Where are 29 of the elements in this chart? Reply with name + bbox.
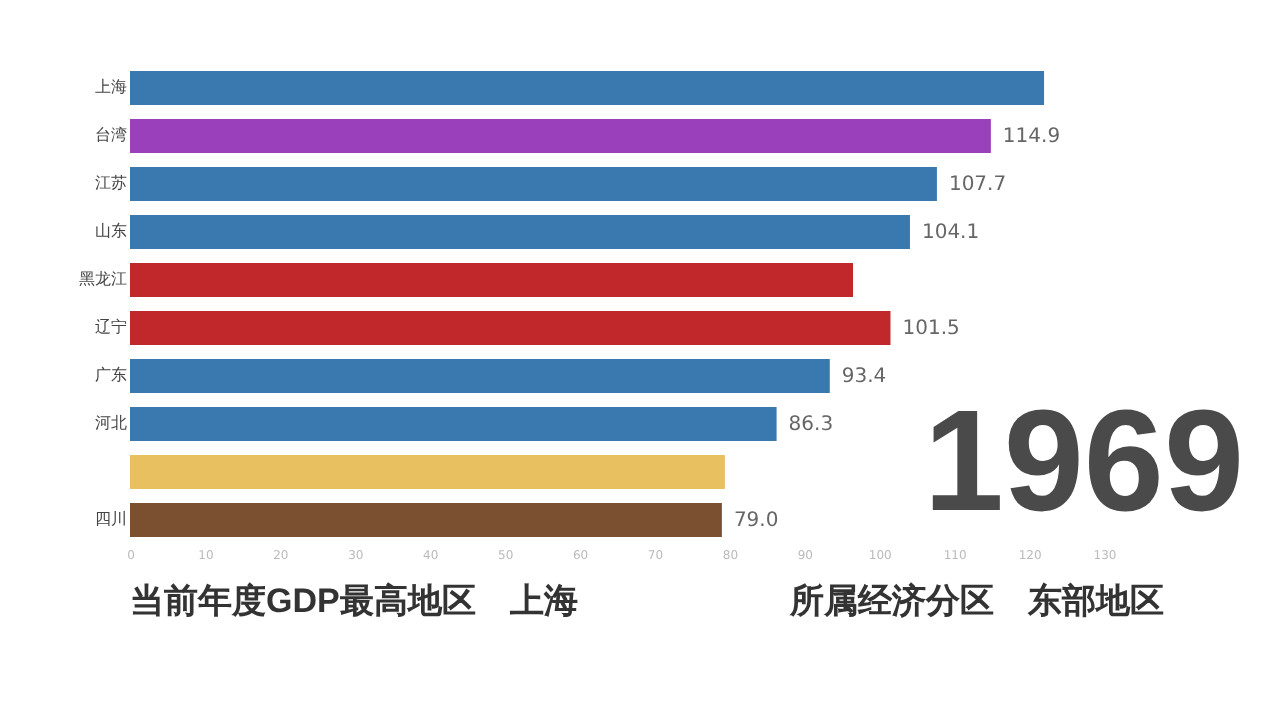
bar — [130, 119, 991, 153]
bar — [130, 263, 854, 297]
y-tick-label: 江苏 — [95, 174, 127, 192]
text: 当前年度GDP最高地区 上海 — [130, 582, 578, 620]
y-tick-label: 黑龙江 — [79, 270, 127, 288]
y-tick-label: 四川 — [95, 510, 127, 528]
y-tick-label: 上海 — [95, 78, 127, 96]
bar — [130, 455, 725, 489]
annotation: 1969 — [923, 382, 1244, 542]
data-label: 93.4 — [841, 366, 887, 388]
bar — [130, 311, 891, 345]
data-label: 86.3 — [788, 414, 834, 436]
y-tick-label: 台湾 — [95, 126, 127, 144]
bar — [130, 359, 830, 393]
bar — [130, 407, 777, 441]
y-tick-label: 辽宁 — [95, 318, 127, 336]
bar — [130, 503, 722, 537]
y-tick-label: 广东 — [95, 366, 127, 384]
bar — [130, 215, 910, 249]
data-label: 104.1 — [921, 222, 980, 244]
bar — [130, 71, 1045, 105]
text: 所属经济分区 东部地区 — [788, 582, 1164, 620]
data-label: 114.9 — [1002, 126, 1061, 148]
data-label: 107.7 — [948, 174, 1007, 196]
y-tick-label: 河北 — [95, 414, 127, 432]
data-label: 101.5 — [902, 318, 960, 340]
bar — [130, 167, 937, 201]
data-label: 79.0 — [733, 510, 779, 532]
y-tick-label: 山东 — [95, 222, 127, 240]
